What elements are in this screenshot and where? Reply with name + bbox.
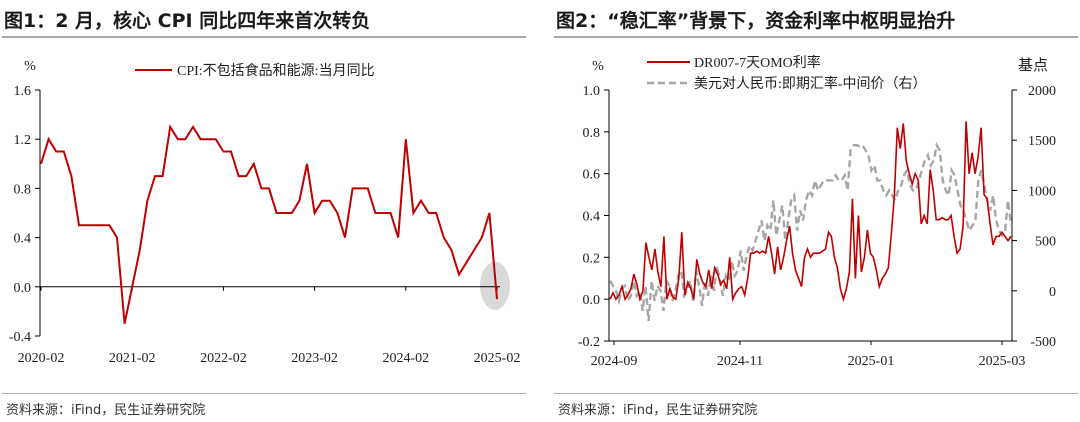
right-y-tick-label: 500 — [1035, 235, 1056, 250]
left-y-tick-label: 1.0 — [583, 84, 601, 99]
usdcny-series-line — [608, 141, 1013, 322]
chart-panel-funding-rate: 图2：“稳汇率”背景下，资金利率中枢明显抬升 1.0 0.8 0.6 0.4 0.2 0.… — [552, 0, 1080, 422]
legend-label: CPI:不包括食品和能源:当月同比 — [177, 62, 375, 79]
x-tick-label: 2025-03 — [979, 354, 1026, 369]
left-y-tick-label: 0.2 — [583, 251, 601, 266]
left-y-tick-label: 0.4 — [583, 210, 601, 225]
source-note: 资料来源：iFind，民生证券研究院 — [558, 403, 758, 418]
title-divider — [2, 36, 526, 38]
left-y-tick-label: 0.0 — [583, 293, 601, 308]
x-tick-label: 2024-09 — [591, 354, 638, 369]
chart-panel-core-cpi: 图1：2 月，核心 CPI 同比四年来首次转负 1.6 1.2 0.8 0.4 0.0 -… — [0, 0, 528, 422]
right-y-tick-label: 1000 — [1028, 184, 1056, 199]
x-tick-label: 2020-02 — [18, 351, 65, 366]
left-y-tick-label: -0.2 — [578, 335, 600, 350]
figure-title: 图1：2 月，核心 CPI 同比四年来首次转负 — [4, 10, 371, 32]
funding-rate-line-chart: 1.0 0.8 0.6 0.4 0.2 0.0 -0.2 2000 1500 1000 500 0 -5… — [578, 54, 1056, 369]
title-divider — [554, 36, 1078, 38]
right-y-tick-label: 1500 — [1028, 134, 1056, 149]
x-tick-label: 2021-02 — [109, 351, 156, 366]
y-tick-label: 1.6 — [14, 84, 32, 99]
legend-label-usdcny: 美元对人民币:即期汇率-中间价（右） — [694, 75, 927, 92]
y-tick-label: 0.0 — [14, 281, 32, 296]
dr007-spread-series-line — [609, 121, 1012, 303]
core-cpi-series-line — [40, 124, 498, 324]
figure-title: 图2：“稳汇率”背景下，资金利率中枢明显抬升 — [556, 10, 956, 32]
right-y-tick-label: -500 — [1030, 335, 1056, 350]
core-cpi-line-chart: 1.6 1.2 0.8 0.4 0.0 -0.4% 2020-02 2021-02 2022-0… — [9, 59, 521, 366]
right-y-axis-unit: 基点 — [1018, 57, 1048, 74]
left-y-tick-label: 0.6 — [583, 168, 601, 183]
left-y-tick-label: 0.8 — [583, 126, 601, 141]
x-tick-label: 2024-02 — [382, 351, 429, 366]
y-axis-unit: % — [24, 59, 36, 74]
y-tick-label: 0.8 — [14, 182, 32, 197]
x-tick-label: 2023-02 — [291, 351, 338, 366]
x-tick-label: 2024-11 — [717, 354, 763, 369]
x-tick-label: 2025-01 — [848, 354, 895, 369]
x-tick-label: 2025-02 — [474, 351, 521, 366]
y-tick-label: 0.4 — [14, 232, 32, 247]
left-y-axis-unit: % — [592, 59, 604, 74]
y-tick-label: 1.2 — [14, 133, 32, 148]
right-y-tick-label: 2000 — [1028, 84, 1056, 99]
right-y-tick-label: 0 — [1049, 285, 1056, 300]
source-divider — [2, 393, 526, 394]
legend-label-dr007: DR007-7天OMO利率 — [694, 54, 821, 71]
y-tick-label: -0.4 — [9, 330, 31, 345]
x-tick-label: 2022-02 — [200, 351, 247, 366]
source-divider — [554, 393, 1078, 394]
source-note: 资料来源：iFind，民生证券研究院 — [6, 403, 206, 418]
